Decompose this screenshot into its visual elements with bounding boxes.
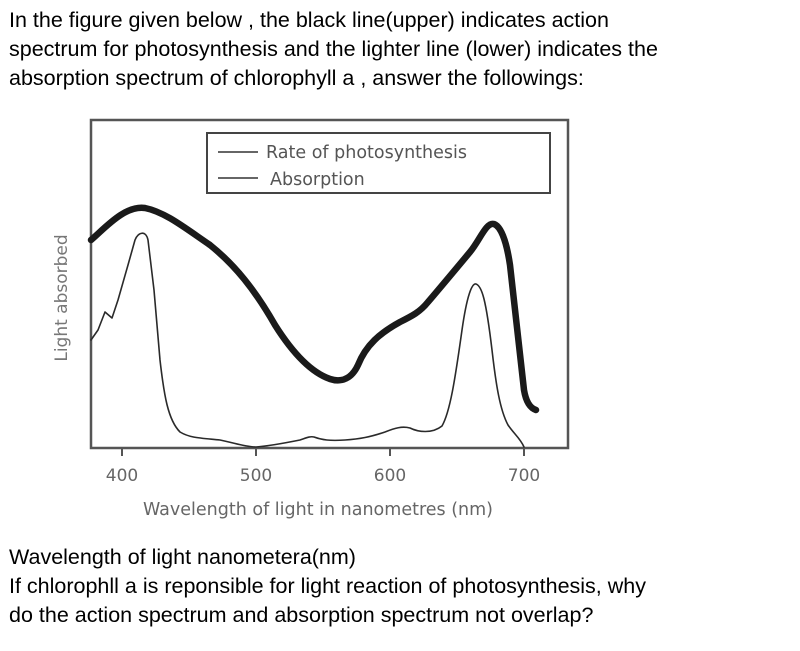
- absorption-spectrum-line: [90, 232, 525, 448]
- x-tick-label: 600: [374, 466, 406, 486]
- x-axis-label: Wavelength of light in nanometres (nm): [143, 500, 493, 520]
- x-tick-label: 500: [240, 466, 272, 486]
- x-tick-label: 700: [508, 466, 540, 486]
- intro-line: absorption spectrum of chlorophyll a , a…: [9, 66, 584, 90]
- x-tick-label: 400: [106, 466, 138, 486]
- intro-line: In the figure given below , the black li…: [9, 8, 609, 32]
- x-ticks: [121, 448, 525, 456]
- legend-label-absorption: Absorption: [270, 170, 365, 190]
- legend-box: [206, 132, 551, 194]
- y-axis-label: Light absorbed: [52, 234, 72, 361]
- question-footer: Wavelength of light nanometera(nm) If ch…: [9, 543, 646, 630]
- question-intro: In the figure given below , the black li…: [9, 6, 658, 93]
- x-tick-labels: 400 500 600 700: [106, 466, 540, 486]
- plot-frame: [89, 118, 570, 450]
- action-spectrum-line: [87, 204, 540, 414]
- prompt-line: do the action spectrum and absorption sp…: [9, 603, 594, 627]
- figure-caption: Wavelength of light nanometera(nm): [9, 545, 356, 569]
- intro-line: spectrum for photosynthesis and the ligh…: [9, 37, 658, 61]
- legend-label-action: Rate of photosynthesis: [266, 143, 467, 163]
- legend: Rate of photosynthesis Absorption: [206, 132, 551, 194]
- prompt-line: If chlorophll a is reponsible for light …: [9, 574, 646, 598]
